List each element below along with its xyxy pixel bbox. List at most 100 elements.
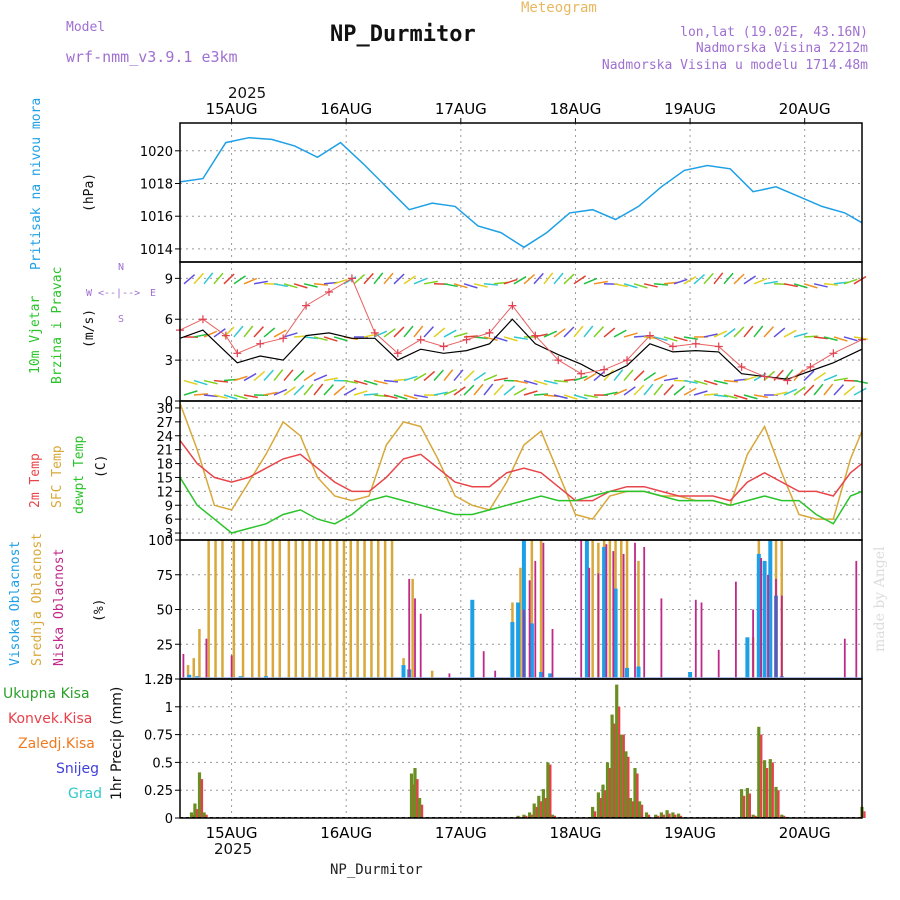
- cloud-bar-niska: [855, 560, 858, 679]
- wind-arrow: [553, 328, 566, 338]
- wind-arrow: [833, 336, 848, 342]
- wind-arrow: [763, 370, 776, 382]
- wind-arrow: [183, 390, 198, 396]
- wind-arrow: [573, 275, 586, 285]
- wind-gust-point: [416, 335, 425, 344]
- wind-arrow: [663, 384, 674, 396]
- axis-layer: 1014101610181020036936912151821242730025…: [140, 100, 831, 842]
- wind-arrow: [803, 283, 818, 289]
- wind-arrow: [753, 277, 768, 285]
- wind-arrow: [773, 327, 786, 338]
- wind-arrow: [213, 328, 226, 338]
- model-altitude-label: Nadmorska Visina u modelu 1714.48m: [601, 58, 868, 73]
- wind-arrow: [513, 379, 528, 384]
- wind-arrow: [833, 377, 848, 382]
- precip-bar-konvek: [608, 768, 612, 818]
- ytick-label-temperature-18: 18: [156, 458, 173, 473]
- wind-arrow: [423, 370, 436, 382]
- wind-arrow: [323, 384, 334, 396]
- wind-arrow: [543, 394, 558, 398]
- wind-arrow: [583, 372, 597, 382]
- meteogram-label: Meteogram: [521, 0, 597, 16]
- page-title: NP_Durmitor: [330, 22, 476, 47]
- wind-arrow: [493, 384, 504, 396]
- cloud-bar-srednja: [349, 540, 352, 679]
- wind-gust-point: [256, 339, 265, 348]
- wind-arrow: [423, 326, 434, 338]
- wind-arrow: [643, 283, 658, 288]
- wind-arrow: [443, 283, 458, 288]
- temp2m-ylabel: 2m Temp: [28, 453, 43, 508]
- data-layer: [176, 136, 868, 818]
- precip-bar-total: [774, 786, 778, 818]
- wind-arrow: [613, 283, 628, 288]
- wind-arrow: [413, 372, 427, 382]
- cloud-bar-niska: [588, 567, 591, 679]
- wind-arrow: [543, 272, 554, 285]
- ytick-label-wind-3: 3: [165, 354, 173, 369]
- cloud-bar-srednja: [214, 540, 217, 679]
- cloud-bar-srednja: [308, 540, 311, 679]
- precip-bar-konvek: [754, 815, 757, 818]
- cloud-bar-niska: [448, 673, 451, 679]
- precip-bar-total: [644, 812, 649, 818]
- precip-bar-total: [780, 814, 784, 818]
- wind-arrow: [833, 384, 845, 396]
- wind-arrow: [263, 391, 278, 396]
- wind-gust-point: [806, 362, 815, 371]
- cloud-bar-srednja: [370, 540, 373, 679]
- wind-arrow: [463, 283, 478, 289]
- precip-bar-total: [537, 795, 541, 818]
- wind-arrow: [443, 329, 457, 338]
- wind-arrow: [253, 326, 264, 338]
- precip-bar-total: [628, 798, 633, 818]
- cloud-bar-niska: [523, 609, 525, 679]
- wind-arrow: [713, 379, 728, 385]
- cloud-bar-srednja: [363, 540, 366, 679]
- cloud-bar-visoka: [602, 547, 607, 679]
- wind-arrow: [343, 387, 357, 396]
- wind-arrow: [843, 385, 856, 396]
- precip-bar-konvek: [421, 804, 424, 818]
- wind-arrow: [743, 325, 754, 338]
- wind-arrow: [813, 283, 828, 288]
- wind-arrow: [513, 336, 528, 341]
- wind-arrow: [213, 272, 224, 285]
- xtick-bottom-label-16AUG: 16AUG: [320, 824, 372, 842]
- wind-arrow: [853, 275, 867, 285]
- wind-arrow: [443, 369, 454, 382]
- wind-arrow: [453, 369, 464, 382]
- cloud-bar-srednja: [251, 540, 254, 679]
- wind-arrow: [773, 391, 788, 396]
- frame-layer: [179, 122, 863, 819]
- wind-arrow: [813, 372, 826, 382]
- cloud-bar-niska: [843, 638, 846, 679]
- wind-arrow: [453, 386, 466, 396]
- precip-bar-konvek: [525, 815, 528, 818]
- wind-arrow: [853, 336, 868, 340]
- wind-gust-point: [393, 349, 402, 358]
- wind-arrow: [733, 326, 745, 338]
- cloud-bar-srednja: [198, 629, 201, 679]
- cloud-bar-niska: [419, 613, 422, 679]
- wind-arrow: [563, 273, 575, 285]
- wind-arrow: [613, 369, 624, 382]
- wind-arrow: [383, 394, 398, 400]
- cloud-bar-niska: [482, 651, 485, 679]
- ytick-label-clouds-25: 25: [156, 638, 173, 653]
- cloud-bar-visoka: [539, 672, 544, 679]
- footer-title: NP_Durmitor: [330, 862, 423, 878]
- precip-bar-total: [516, 815, 520, 818]
- precip-bar-konvek: [553, 815, 557, 818]
- ytick-label-precip-1.25: 1.25: [144, 673, 173, 688]
- wind-gust-point: [279, 334, 288, 343]
- wind-arrow: [353, 390, 368, 396]
- precip-bar-konvek: [205, 814, 208, 818]
- wind-arrow: [583, 277, 598, 285]
- wind-arrow: [373, 330, 388, 338]
- cloud-bar-srednja: [264, 540, 268, 679]
- ytick-label-temperature-24: 24: [156, 430, 173, 445]
- wind-arrow: [463, 384, 475, 396]
- wind-arrow: [283, 369, 294, 382]
- xtick-top-label-19AUG: 19AUG: [664, 100, 716, 118]
